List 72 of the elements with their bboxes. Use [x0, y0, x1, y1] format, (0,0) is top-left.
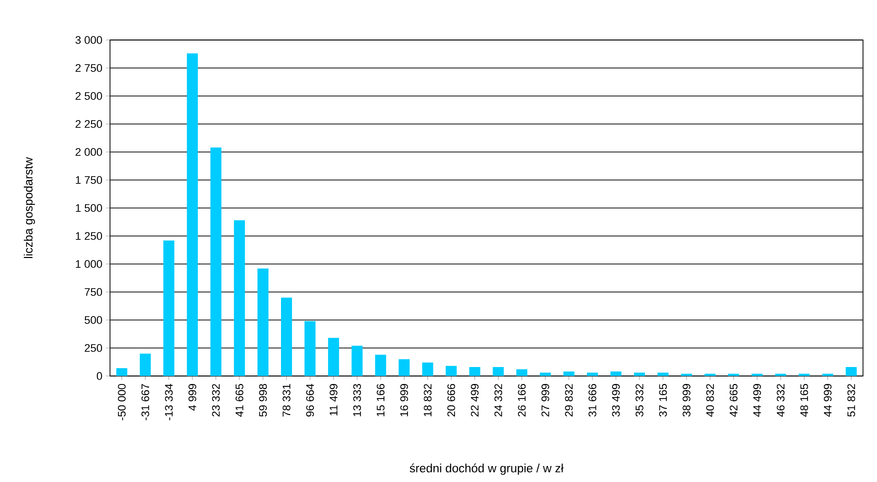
- bar: [304, 321, 316, 376]
- bar: [210, 148, 222, 376]
- y-tick-label: 2 500: [76, 92, 102, 100]
- x-tick-label: 15 166: [376, 384, 384, 416]
- bar: [352, 346, 363, 376]
- bar: [398, 359, 410, 376]
- x-tick-label: -50 000: [118, 384, 126, 420]
- x-tick-label: 13 333: [353, 384, 361, 416]
- x-tick-label: 40 832: [706, 384, 714, 417]
- bar: [492, 367, 504, 376]
- bar: [610, 372, 622, 376]
- x-tick-label: 33 499: [612, 384, 620, 417]
- y-tick-label: 750: [84, 288, 102, 296]
- y-tick-label: 2 750: [76, 64, 102, 72]
- bar: [116, 368, 128, 376]
- x-tick-label: 44 499: [753, 384, 761, 417]
- bar: [422, 362, 434, 376]
- x-tick-label: 42 665: [730, 384, 738, 417]
- x-tick-label: 59 998: [259, 384, 267, 417]
- bar: [375, 354, 386, 376]
- x-tick-label: 78 331: [282, 384, 290, 416]
- x-tick-label: 51 832: [847, 384, 856, 417]
- x-tick-label: 23 332: [212, 384, 220, 416]
- y-tick-label: 1 500: [76, 204, 102, 212]
- x-tick-label: 4 999: [188, 384, 196, 411]
- x-tick-label: 29 832: [565, 384, 573, 416]
- bar: [586, 372, 598, 376]
- bar: [186, 53, 198, 376]
- bar: [446, 366, 457, 376]
- x-tick-label: 96 664: [306, 384, 314, 417]
- y-tick-label: 1 000: [76, 260, 102, 268]
- bar: [280, 298, 292, 376]
- bar: [140, 354, 151, 376]
- x-tick-label: 11 499: [330, 384, 338, 416]
- x-tick-label: 37 165: [659, 384, 667, 417]
- bar: [469, 367, 480, 376]
- x-tick-label: -31 667: [141, 384, 150, 420]
- x-tick-label: 22 499: [470, 384, 479, 416]
- bar: [634, 372, 645, 376]
- x-tick-label: 18 832: [424, 384, 432, 416]
- y-tick-label: 2 000: [76, 148, 102, 156]
- bar: [516, 369, 528, 376]
- y-tick-label: 500: [84, 316, 102, 324]
- y-tick-label: 3 000: [75, 36, 102, 44]
- y-tick-label: 2 250: [76, 120, 102, 128]
- x-tick-label: 44 999: [824, 384, 832, 417]
- x-axis-title: średni dochód w grupie / w zł: [410, 464, 564, 475]
- x-tick-label: 41 665: [236, 384, 244, 417]
- y-tick-label: 1 750: [76, 176, 102, 184]
- y-tick-label: 1 250: [76, 232, 102, 240]
- bar: [163, 240, 174, 376]
- x-tick-label: 46 332: [776, 384, 785, 417]
- x-tick-label: 31 666: [588, 384, 596, 417]
- bar: [328, 338, 340, 376]
- bar: [257, 268, 268, 376]
- x-tick-label: 16 999: [400, 384, 408, 416]
- bar: [234, 220, 245, 376]
- x-tick-label: 35 332: [636, 384, 644, 417]
- x-tick-label: -13 334: [164, 384, 173, 420]
- x-tick-label: 26 166: [518, 384, 526, 416]
- x-tick-label: 27 999: [541, 384, 550, 416]
- bar: [540, 372, 551, 376]
- y-tick-label: 250: [84, 344, 102, 352]
- bar: [657, 372, 668, 376]
- bar: [563, 372, 574, 376]
- x-tick-label: 20 666: [447, 384, 456, 416]
- x-tick-label: 24 332: [494, 384, 502, 416]
- x-tick-label: 48 165: [800, 384, 808, 417]
- y-axis-title: liczba gospodarstw: [24, 157, 35, 258]
- y-tick-label: 0: [96, 372, 102, 380]
- x-tick-label: 38 999: [682, 384, 690, 417]
- bar: [846, 367, 857, 376]
